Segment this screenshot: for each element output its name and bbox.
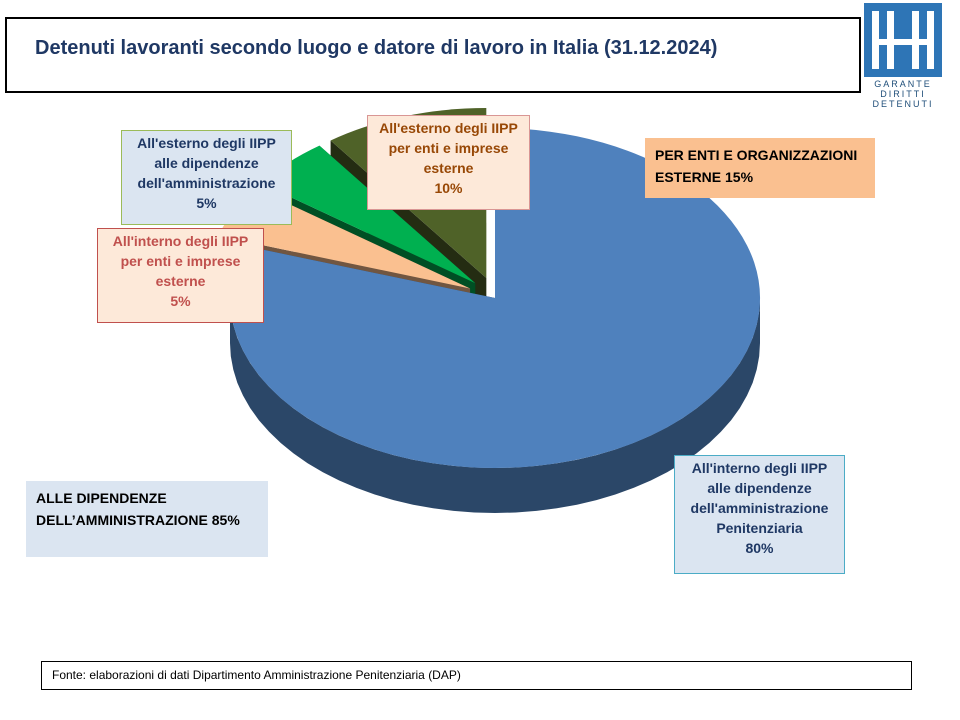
source-note: Fonte: elaborazioni di dati Dipartimento…	[41, 661, 912, 690]
label-ext-firms-pct: 10%	[434, 180, 463, 196]
pie-slice-int-admin	[230, 127, 761, 513]
slice-top-int-admin	[230, 127, 761, 468]
label-int-firms-line2: per enti e imprese	[120, 253, 241, 269]
label-ext-admin-line3: dell'amministrazione	[137, 175, 276, 191]
logo-mark	[872, 11, 934, 69]
slice-top-ext-admin	[260, 145, 476, 284]
label-ext-firms-line1: All'esterno degli IIPP	[379, 120, 518, 136]
chart-title: Detenuti lavoranti secondo luogo e dator…	[35, 37, 718, 59]
label-ext-firms: All'esterno degli IIPP per enti e impres…	[367, 115, 530, 210]
label-ext-admin-line1: All'esterno degli IIPP	[137, 135, 276, 151]
label-int-admin-pct: 80%	[745, 540, 774, 556]
label-int-firms-line3: esterne	[155, 273, 206, 289]
label-ext-admin-pct: 5%	[196, 195, 217, 211]
label-int-admin-line2: alle dipendenze	[707, 480, 812, 496]
label-int-admin-line1: All'interno degli IIPP	[691, 460, 828, 476]
label-ext-firms-line3: esterne	[423, 160, 474, 176]
label-int-firms: All'interno degli IIPP per enti e impres…	[97, 228, 264, 323]
title-box: Detenuti lavoranti secondo luogo e dator…	[5, 17, 861, 93]
logo-text-2: DIRITTI	[880, 89, 926, 99]
label-int-admin: All'interno degli IIPP alle dipendenze d…	[674, 455, 845, 574]
summary-administration: ALLE DIPENDENZE DELL’AMMINISTRAZIONE 85%	[26, 481, 268, 557]
garante-logo	[864, 3, 942, 77]
label-ext-firms-line2: per enti e imprese	[388, 140, 509, 156]
label-int-admin-line4: Penitenziaria	[716, 520, 803, 536]
summary-external-line2: ESTERNE 15%	[655, 169, 754, 185]
label-ext-admin-line2: alle dipendenze	[154, 155, 259, 171]
summary-administration-line2: DELL’AMMINISTRAZIONE 85%	[36, 512, 240, 528]
slice-side-int-admin	[230, 298, 760, 513]
logo-text-1: GARANTE	[874, 79, 932, 89]
label-int-firms-line1: All'interno degli IIPP	[112, 233, 249, 249]
summary-administration-line1: ALLE DIPENDENZE	[36, 490, 167, 506]
summary-external: PER ENTI E ORGANIZZAZIONI ESTERNE 15%	[645, 138, 875, 198]
label-int-firms-pct: 5%	[170, 293, 191, 309]
summary-external-line1: PER ENTI E ORGANIZZAZIONI	[655, 147, 858, 163]
label-int-admin-line3: dell'amministrazione	[690, 500, 829, 516]
logo-text-3: DETENUTI	[872, 99, 934, 109]
label-ext-admin: All'esterno degli IIPP alle dipendenze d…	[121, 130, 292, 225]
